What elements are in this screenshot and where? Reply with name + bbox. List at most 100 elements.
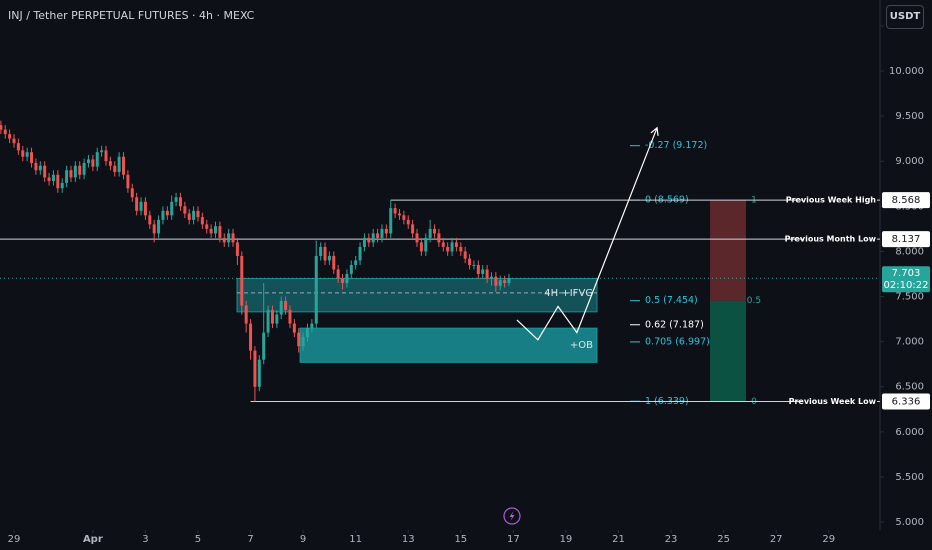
candle-body	[463, 251, 467, 259]
icon-ring	[503, 507, 521, 525]
y-tick-label: 7.500	[895, 292, 924, 303]
candle-body	[327, 255, 331, 261]
position-label: 0.5	[747, 296, 761, 306]
candle-body	[362, 237, 366, 247]
candle-body	[341, 278, 345, 283]
price-tag-label: 8.568	[892, 195, 921, 206]
candle-body	[91, 159, 95, 167]
candle-body	[349, 264, 353, 274]
candle-body	[100, 150, 104, 153]
price-tag-label: 8.137	[892, 234, 921, 245]
candle-body	[297, 332, 301, 347]
x-tick-label: 3	[142, 534, 148, 545]
candle-body	[183, 206, 187, 214]
candle-body	[354, 260, 358, 265]
candle-body	[257, 359, 261, 387]
candle-body	[489, 276, 493, 279]
x-tick-label: 27	[770, 534, 783, 545]
candle-body	[249, 323, 253, 351]
candle-body	[380, 228, 384, 238]
level-label: Previous Month Low	[785, 235, 877, 244]
candle-body	[192, 210, 196, 220]
x-tick-label: 17	[507, 534, 520, 545]
candle-body	[3, 129, 7, 135]
candle-body	[82, 163, 86, 175]
candle-body	[332, 255, 336, 270]
candle-body	[498, 280, 502, 286]
candle-body	[130, 188, 134, 198]
zone-label: +OB	[570, 340, 593, 351]
candle-body	[459, 246, 463, 252]
candle-body	[485, 269, 489, 279]
fib-label: 0.5 (7.454)	[645, 295, 698, 306]
price-tag	[882, 192, 930, 209]
level-label-bg	[803, 395, 877, 408]
zone	[299, 327, 598, 363]
candle-body	[468, 258, 472, 265]
level-label: Previous Week High	[786, 196, 877, 205]
candle-body	[122, 156, 126, 175]
candle-body	[292, 323, 296, 333]
lightning-icon[interactable]	[503, 507, 521, 525]
y-tick-label: 5.500	[895, 472, 924, 483]
candle-body	[174, 197, 178, 202]
y-tick-label: 8.000	[895, 246, 924, 257]
candle-body	[424, 237, 428, 252]
x-tick-label: 23	[665, 534, 678, 545]
candle-body	[336, 269, 340, 279]
candle-body	[8, 134, 12, 139]
candle-body	[51, 174, 55, 182]
y-tick-label: 6.000	[895, 427, 924, 438]
y-tick-label: 6.500	[895, 382, 924, 393]
candle-body	[69, 170, 73, 178]
candle-body	[481, 269, 485, 274]
candle-body	[284, 301, 288, 311]
candle-body	[170, 201, 174, 216]
currency-button[interactable]: USDT	[886, 5, 924, 29]
price-tag-label: 6.336	[892, 397, 921, 408]
candle-body	[30, 152, 34, 164]
candle-body	[38, 165, 42, 171]
position-risk	[710, 200, 746, 301]
candle-body	[437, 233, 441, 243]
candle-body	[117, 156, 121, 173]
candle-body	[187, 213, 191, 220]
candle-body	[389, 208, 393, 234]
candle-body	[472, 264, 476, 266]
zone	[236, 277, 598, 313]
fib-label: 0.705 (6.997)	[645, 336, 710, 347]
candle-body	[503, 280, 507, 283]
candle-body	[476, 264, 480, 274]
projection-arrowhead	[650, 126, 659, 136]
last-price-tag	[882, 266, 930, 293]
price-tag	[882, 393, 930, 410]
candle-body	[415, 233, 419, 243]
candle-body	[393, 208, 397, 214]
candle-body	[43, 165, 47, 178]
candle-body	[152, 224, 156, 234]
candle-body	[135, 197, 139, 211]
candle-body	[507, 278, 511, 283]
x-tick-label: 25	[717, 534, 730, 545]
candle-body	[244, 305, 248, 324]
candle-body	[310, 323, 314, 329]
icon-bolt	[509, 511, 515, 521]
candle-body	[319, 246, 323, 256]
candle-body	[419, 242, 423, 252]
candle-body	[73, 165, 77, 178]
candle-body	[218, 226, 222, 238]
candle-body	[345, 273, 349, 283]
position-reward	[710, 300, 746, 402]
y-tick-label: 5.000	[895, 517, 924, 528]
x-tick-label: 9	[300, 534, 306, 545]
candle-body	[60, 182, 64, 189]
x-tick-label: 21	[612, 534, 625, 545]
x-tick-label: 7	[247, 534, 253, 545]
candle-body	[433, 228, 437, 234]
candle-body	[240, 255, 244, 306]
candle-body	[367, 237, 371, 243]
x-tick-label: Apr	[83, 534, 103, 545]
x-tick-label: 19	[560, 534, 573, 545]
candle-body	[262, 332, 266, 360]
candle-body	[25, 152, 29, 157]
